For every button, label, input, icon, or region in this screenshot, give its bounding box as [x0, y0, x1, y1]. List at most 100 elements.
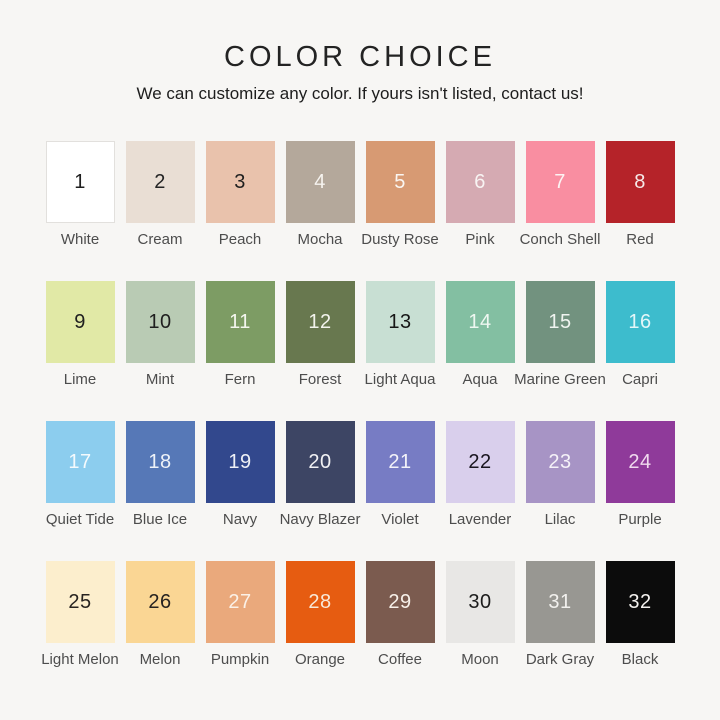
- swatch-label: Dusty Rose: [361, 231, 439, 248]
- swatch-number: 30: [468, 590, 492, 613]
- swatch-number: 18: [148, 450, 172, 473]
- color-option-light-aqua: 13 Light Aqua: [364, 281, 436, 389]
- color-option-forest: 12 Forest: [285, 281, 355, 389]
- swatch-label: Black: [621, 651, 659, 668]
- swatch-number: 9: [74, 310, 86, 333]
- swatch-number: 13: [388, 310, 412, 333]
- swatch-label: Light Aqua: [364, 371, 436, 388]
- color-swatch-12: 12: [285, 281, 355, 363]
- color-swatch-11: 11: [205, 281, 275, 363]
- swatch-number: 22: [468, 450, 492, 473]
- swatch-number: 10: [148, 310, 172, 333]
- color-swatch-6: 6: [445, 141, 515, 223]
- color-option-red: 8 Red: [605, 141, 675, 249]
- color-swatch-4: 4: [285, 141, 355, 223]
- swatch-number: 8: [634, 170, 646, 193]
- swatch-label: Mint: [145, 371, 175, 388]
- color-option-aqua: 14 Aqua: [445, 281, 515, 389]
- page-title: COLOR CHOICE: [224, 41, 496, 73]
- color-option-dusty-rose: 5 Dusty Rose: [361, 141, 439, 249]
- color-option-navy: 19 Navy: [205, 421, 275, 529]
- color-option-lavender: 22 Lavender: [445, 421, 515, 529]
- swatch-label: Cream: [137, 231, 183, 248]
- color-option-peach: 3 Peach: [205, 141, 275, 249]
- color-option-coffee: 29 Coffee: [365, 561, 435, 669]
- swatch-label: Dark Gray: [525, 651, 595, 668]
- color-option-quiet-tide: 17 Quiet Tide: [45, 421, 115, 529]
- swatch-number: 16: [628, 310, 652, 333]
- swatch-row-2: 9 Lime 10 Mint 11 Fern 12 Forest 13 Ligh…: [45, 281, 675, 389]
- color-swatch-28: 28: [285, 561, 355, 643]
- swatch-label: Purple: [618, 511, 662, 528]
- swatch-number: 15: [548, 310, 572, 333]
- color-option-capri: 16 Capri: [605, 281, 675, 389]
- swatch-number: 5: [394, 170, 406, 193]
- color-swatch-30: 30: [445, 561, 515, 643]
- color-option-lilac: 23 Lilac: [525, 421, 595, 529]
- color-swatch-15: 15: [525, 281, 595, 363]
- color-option-dark-gray: 31 Dark Gray: [525, 561, 595, 669]
- swatch-row-4: 25 Light Melon 26 Melon 27 Pumpkin 28 Or…: [41, 561, 675, 669]
- color-option-melon: 26 Melon: [125, 561, 195, 669]
- swatch-number: 17: [68, 450, 92, 473]
- color-swatch-grid: 1 White 2 Cream 3 Peach 4 Mocha 5 Dusty …: [41, 141, 675, 669]
- swatch-number: 1: [74, 170, 86, 193]
- color-swatch-7: 7: [525, 141, 595, 223]
- color-option-pink: 6 Pink: [445, 141, 515, 249]
- color-swatch-24: 24: [605, 421, 675, 503]
- swatch-number: 29: [388, 590, 412, 613]
- color-option-moon: 30 Moon: [445, 561, 515, 669]
- swatch-label: Marine Green: [514, 371, 606, 388]
- swatch-number: 25: [68, 590, 92, 613]
- swatch-number: 27: [228, 590, 252, 613]
- swatch-number: 28: [308, 590, 332, 613]
- color-swatch-10: 10: [125, 281, 195, 363]
- color-swatch-17: 17: [45, 421, 115, 503]
- page-header: COLOR CHOICE We can customize any color.…: [0, 0, 720, 104]
- color-swatch-31: 31: [525, 561, 595, 643]
- color-option-light-melon: 25 Light Melon: [41, 561, 119, 669]
- color-swatch-16: 16: [605, 281, 675, 363]
- color-option-mint: 10 Mint: [125, 281, 195, 389]
- swatch-label: Light Melon: [41, 651, 119, 668]
- swatch-number: 2: [154, 170, 166, 193]
- swatch-number: 20: [308, 450, 332, 473]
- swatch-label: Pumpkin: [210, 651, 270, 668]
- color-option-lime: 9 Lime: [45, 281, 115, 389]
- swatch-label: Lime: [63, 371, 97, 388]
- swatch-label: Moon: [461, 651, 499, 668]
- swatch-label: Violet: [381, 511, 419, 528]
- color-option-fern: 11 Fern: [205, 281, 275, 389]
- swatch-number: 26: [148, 590, 172, 613]
- color-swatch-29: 29: [365, 561, 435, 643]
- swatch-number: 11: [229, 310, 251, 333]
- color-swatch-20: 20: [285, 421, 355, 503]
- color-option-marine-green: 15 Marine Green: [514, 281, 606, 389]
- color-swatch-32: 32: [605, 561, 675, 643]
- color-swatch-26: 26: [125, 561, 195, 643]
- color-swatch-8: 8: [605, 141, 675, 223]
- swatch-number: 23: [548, 450, 572, 473]
- color-option-violet: 21 Violet: [365, 421, 435, 529]
- swatch-number: 7: [554, 170, 566, 193]
- swatch-number: 3: [234, 170, 246, 193]
- swatch-label: Orange: [294, 651, 346, 668]
- color-option-purple: 24 Purple: [605, 421, 675, 529]
- color-swatch-13: 13: [365, 281, 435, 363]
- color-swatch-14: 14: [445, 281, 515, 363]
- swatch-number: 12: [308, 310, 332, 333]
- color-swatch-27: 27: [205, 561, 275, 643]
- color-option-conch-shell: 7 Conch Shell: [520, 141, 600, 249]
- swatch-label: Fern: [224, 371, 256, 388]
- swatch-number: 24: [628, 450, 652, 473]
- swatch-label: Red: [626, 231, 654, 248]
- color-option-orange: 28 Orange: [285, 561, 355, 669]
- color-swatch-5: 5: [365, 141, 435, 223]
- swatch-row-3: 17 Quiet Tide 18 Blue Ice 19 Navy 20 Nav…: [45, 421, 675, 529]
- swatch-label: Conch Shell: [519, 231, 601, 248]
- swatch-label: Mocha: [297, 231, 343, 248]
- page-subtitle: We can customize any color. If yours isn…: [136, 84, 584, 103]
- color-swatch-25: 25: [45, 561, 115, 643]
- color-option-pumpkin: 27 Pumpkin: [205, 561, 275, 669]
- color-swatch-22: 22: [445, 421, 515, 503]
